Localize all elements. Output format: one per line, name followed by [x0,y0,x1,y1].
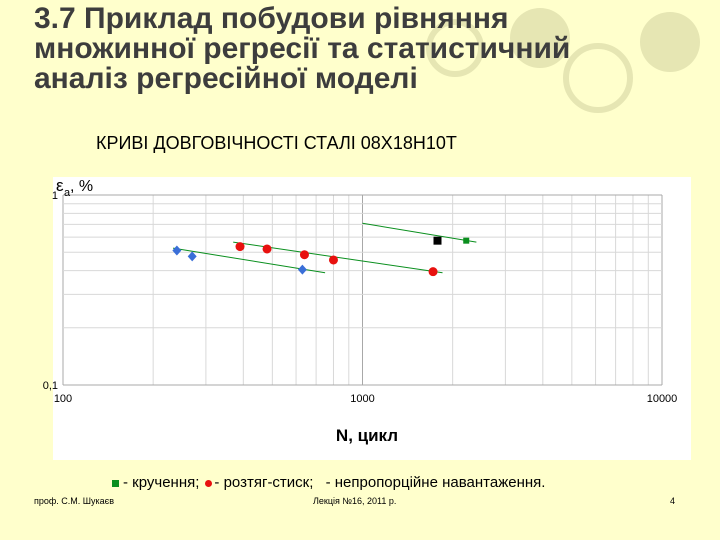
footer-lecture: Лекція №16, 2011 р. [313,496,397,506]
decor-circle [640,12,700,72]
slide-title-line-3: аналіз регресійної моделі [34,62,418,95]
decor-circle [563,43,633,113]
diamond-point [187,251,197,262]
x-axis-label: N, цикл [336,426,398,445]
y-tick-label: 0,1 [43,380,58,392]
chart-legend: - кручення; - розтяг-стиск; - непропорцій… [112,474,545,491]
y-axis-label-unit: , % [70,178,93,195]
legend-circle-marker [205,479,213,487]
slide-title-line-2: множинної регресії та статистичний [34,32,571,65]
circle-point [299,250,309,260]
circle-point [235,242,245,252]
chart-grid [62,194,663,386]
tick-labels: 100 1000 10000 0,1 1 [43,190,678,405]
diamond-point [172,245,182,256]
slide-title: 3.7 Приклад побудови рівняння множинної … [34,4,694,94]
footer-author: проф. С.М. Шукаєв [34,496,115,506]
durability-chart: 100 1000 10000 0,1 1 ε a , % N, цикл [43,176,691,460]
y-axis-label-symbol: ε [56,176,64,195]
page-number: 4 [670,496,676,506]
circle-point [428,267,438,277]
trend-line [362,222,477,243]
diamond-point [297,264,307,275]
decor-circle [510,8,570,68]
x-tick-label: 10000 [647,393,678,405]
chart-subtitle: КРИВІ ДОВГОВІЧНОСТІ СТАЛІ 08Х18Н10Т [96,133,457,153]
legend-tension: - розтяг-стиск; [214,474,314,491]
y-axis-label-subscript: a [64,187,71,199]
legend-nonproportional: - непропорційне навантаження. [325,474,546,491]
legend-torsion: - кручення; [123,474,200,491]
square-point [433,236,442,245]
decorative-circles [426,8,700,113]
x-tick-label: 1000 [350,393,374,405]
legend-square-marker [112,479,119,487]
circle-point [262,244,272,254]
y-tick-label: 1 [52,190,58,202]
circle-point [328,255,338,265]
slide-title-line-1: 3.7 Приклад побудови рівняння [34,2,509,35]
square-point [463,237,470,244]
x-tick-label: 100 [54,393,72,405]
data-points [172,236,470,277]
decor-circle [426,19,484,77]
